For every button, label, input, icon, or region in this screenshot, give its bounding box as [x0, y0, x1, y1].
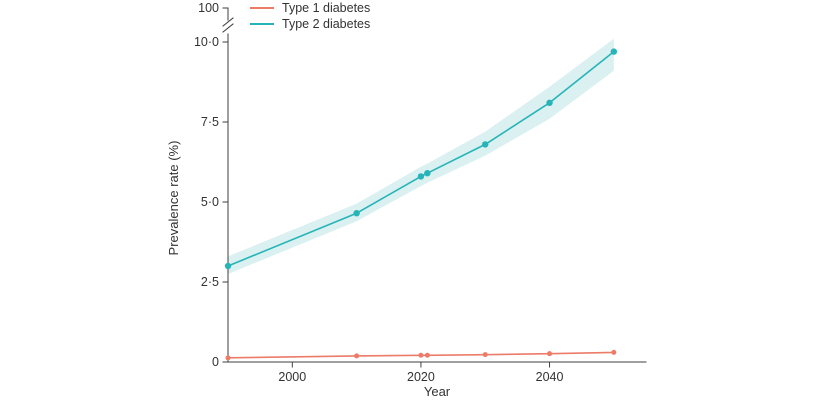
x-axis-title: Year	[424, 384, 451, 399]
legend-label-type-1-diabetes: Type 1 diabetes	[282, 1, 371, 15]
type-2-diabetes-point	[424, 170, 431, 177]
y-tick-label: 0	[212, 355, 219, 369]
type-2-diabetes-point	[610, 48, 618, 55]
type-1-diabetes-point	[225, 355, 231, 361]
legend-swatch-type-2-diabetes	[250, 23, 274, 25]
legend-item-type-2-diabetes: Type 2 diabetes	[250, 16, 370, 32]
legend-item-type-1-diabetes: Type 1 diabetes	[250, 0, 370, 16]
x-tick-label: 2040	[536, 370, 564, 384]
type-1-diabetes-point	[418, 352, 424, 358]
type-2-diabetes-point	[417, 173, 425, 180]
type-1-diabetes-point	[424, 352, 430, 358]
type-1-diabetes-point	[354, 353, 360, 359]
legend-swatch-type-1-diabetes	[250, 7, 274, 9]
y-axis-break-label: 100	[198, 1, 219, 15]
axis-break-mark	[222, 23, 234, 33]
legend-label-type-2-diabetes: Type 2 diabetes	[282, 17, 371, 31]
y-axis-title: Prevalence rate (%)	[166, 141, 181, 256]
chart-layers: 0 2·5 5·0 7·5 10·0 100 2000 2020 2040	[194, 1, 647, 384]
y-tick-label: 7·5	[201, 115, 219, 129]
y-tick-label: 2·5	[201, 275, 219, 289]
type-2-diabetes-point	[546, 99, 553, 107]
type-2-diabetes-point	[482, 141, 489, 148]
type-1-diabetes-point	[611, 349, 617, 355]
chart-legend: Type 1 diabetes Type 2 diabetes	[250, 0, 370, 32]
y-tick-label: 10·0	[194, 35, 219, 49]
type-2-diabetes-point	[224, 262, 232, 270]
x-tick-label: 2020	[407, 370, 435, 384]
y-tick-label: 5·0	[201, 195, 219, 209]
type-1-diabetes-point	[482, 352, 488, 358]
axis-break-mark	[222, 17, 234, 27]
type-1-diabetes-point	[547, 351, 553, 357]
x-tick-label: 2000	[278, 370, 306, 384]
type-2-diabetes-confidence-band	[228, 38, 614, 274]
type-2-diabetes-point	[353, 210, 360, 217]
